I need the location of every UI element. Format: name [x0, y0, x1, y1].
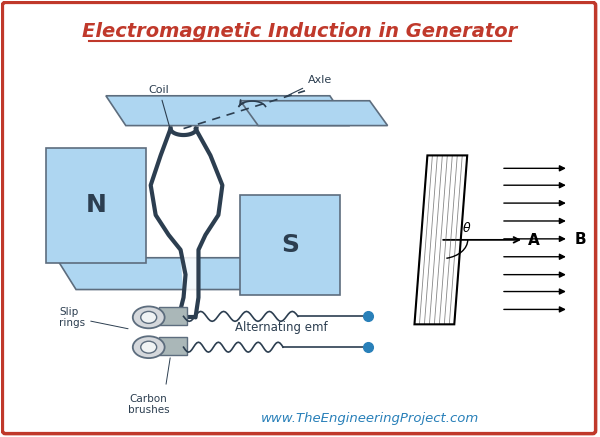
- Text: Coil: Coil: [149, 85, 170, 128]
- FancyBboxPatch shape: [158, 337, 187, 355]
- Polygon shape: [106, 96, 350, 125]
- Polygon shape: [240, 101, 388, 125]
- Ellipse shape: [133, 306, 164, 328]
- Text: Alternating emf: Alternating emf: [235, 321, 328, 334]
- Text: N: N: [86, 193, 106, 217]
- Polygon shape: [151, 128, 223, 317]
- FancyBboxPatch shape: [158, 308, 187, 325]
- Text: www.TheEngineeringProject.com: www.TheEngineeringProject.com: [260, 412, 479, 425]
- Ellipse shape: [133, 336, 164, 358]
- Text: Axle: Axle: [286, 75, 332, 97]
- Text: $\mathbf{B}$: $\mathbf{B}$: [574, 231, 586, 247]
- FancyBboxPatch shape: [46, 149, 146, 263]
- Text: $\mathbf{A}$: $\mathbf{A}$: [527, 232, 541, 248]
- Ellipse shape: [141, 312, 157, 323]
- Text: Carbon
brushes: Carbon brushes: [128, 394, 170, 416]
- Polygon shape: [56, 258, 270, 290]
- FancyBboxPatch shape: [2, 2, 596, 434]
- FancyBboxPatch shape: [240, 195, 340, 295]
- Ellipse shape: [141, 341, 157, 353]
- Text: Electromagnetic Induction in Generator: Electromagnetic Induction in Generator: [82, 22, 518, 41]
- Text: $\theta$: $\theta$: [462, 221, 472, 235]
- Text: Slip
rings: Slip rings: [59, 307, 128, 329]
- Text: S: S: [281, 233, 299, 257]
